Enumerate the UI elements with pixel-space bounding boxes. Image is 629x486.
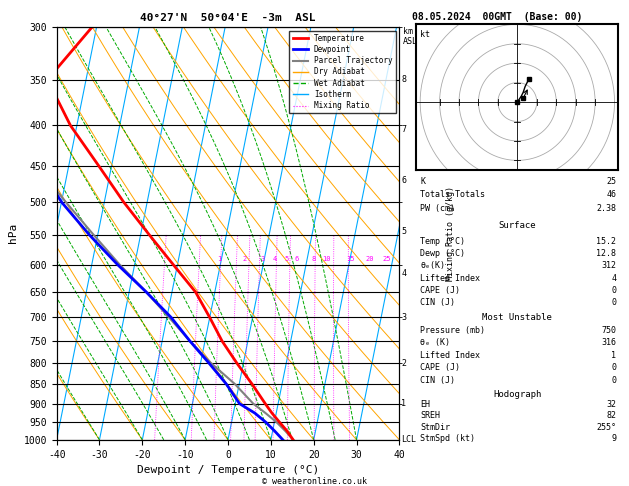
Text: © weatheronline.co.uk: © weatheronline.co.uk <box>262 477 367 486</box>
Text: Dewp (°C): Dewp (°C) <box>420 249 465 258</box>
Text: 9: 9 <box>611 434 616 443</box>
Text: Totals Totals: Totals Totals <box>420 191 486 199</box>
Y-axis label: hPa: hPa <box>8 223 18 243</box>
Text: 12.8: 12.8 <box>596 249 616 258</box>
Text: 10: 10 <box>322 256 331 262</box>
Text: 5: 5 <box>284 256 289 262</box>
Text: 8: 8 <box>401 75 406 84</box>
Text: 7: 7 <box>401 125 406 134</box>
Text: 25: 25 <box>606 177 616 186</box>
Text: 0: 0 <box>611 286 616 295</box>
Text: PW (cm): PW (cm) <box>420 204 455 213</box>
Text: K: K <box>420 177 425 186</box>
Text: Surface: Surface <box>499 222 536 230</box>
Text: 1: 1 <box>611 351 616 360</box>
Text: 15.2: 15.2 <box>596 237 616 246</box>
Text: 5: 5 <box>401 227 406 236</box>
Text: 1: 1 <box>217 256 221 262</box>
Text: Lifted Index: Lifted Index <box>420 274 481 282</box>
Text: 316: 316 <box>601 338 616 347</box>
Text: 3: 3 <box>260 256 264 262</box>
Text: Lifted Index: Lifted Index <box>420 351 481 360</box>
Text: 750: 750 <box>601 326 616 335</box>
Text: 0: 0 <box>611 363 616 372</box>
Text: Pressure (mb): Pressure (mb) <box>420 326 486 335</box>
Text: 32: 32 <box>606 400 616 409</box>
Text: 3: 3 <box>401 313 406 322</box>
Y-axis label: Mixing Ratio (g/kg): Mixing Ratio (g/kg) <box>446 186 455 281</box>
Text: CAPE (J): CAPE (J) <box>420 286 460 295</box>
Text: 15: 15 <box>346 256 354 262</box>
Text: EH: EH <box>420 400 430 409</box>
Text: CIN (J): CIN (J) <box>420 376 455 384</box>
Text: 2.38: 2.38 <box>596 204 616 213</box>
Text: 4: 4 <box>611 274 616 282</box>
Text: 8: 8 <box>311 256 316 262</box>
Text: CAPE (J): CAPE (J) <box>420 363 460 372</box>
Text: 46: 46 <box>606 191 616 199</box>
X-axis label: Dewpoint / Temperature (°C): Dewpoint / Temperature (°C) <box>137 465 319 475</box>
Text: θₑ(K): θₑ(K) <box>420 261 445 270</box>
Text: 2: 2 <box>243 256 247 262</box>
Text: StmDir: StmDir <box>420 423 450 432</box>
Text: 1: 1 <box>401 399 406 408</box>
Text: θₑ (K): θₑ (K) <box>420 338 450 347</box>
Text: 2: 2 <box>401 359 406 368</box>
Text: 4: 4 <box>273 256 277 262</box>
Text: SREH: SREH <box>420 412 440 420</box>
Text: kt: kt <box>420 30 430 39</box>
Text: 6: 6 <box>401 176 406 185</box>
Text: 0: 0 <box>611 376 616 384</box>
Title: 40°27'N  50°04'E  -3m  ASL: 40°27'N 50°04'E -3m ASL <box>140 13 316 23</box>
Text: CIN (J): CIN (J) <box>420 298 455 307</box>
Text: 25: 25 <box>382 256 391 262</box>
Text: LCL: LCL <box>401 435 416 444</box>
Text: 255°: 255° <box>596 423 616 432</box>
Text: Most Unstable: Most Unstable <box>482 313 552 322</box>
Text: 0: 0 <box>611 298 616 307</box>
Text: 6: 6 <box>294 256 299 262</box>
Text: Hodograph: Hodograph <box>493 390 542 399</box>
Legend: Temperature, Dewpoint, Parcel Trajectory, Dry Adiabat, Wet Adiabat, Isotherm, Mi: Temperature, Dewpoint, Parcel Trajectory… <box>289 31 396 113</box>
Text: 82: 82 <box>606 412 616 420</box>
Text: km
ASL: km ASL <box>403 27 418 46</box>
Text: 4: 4 <box>401 269 406 278</box>
Text: 312: 312 <box>601 261 616 270</box>
Text: Temp (°C): Temp (°C) <box>420 237 465 246</box>
Text: 08.05.2024  00GMT  (Base: 00): 08.05.2024 00GMT (Base: 00) <box>412 12 582 22</box>
Text: StmSpd (kt): StmSpd (kt) <box>420 434 476 443</box>
Text: 20: 20 <box>365 256 374 262</box>
